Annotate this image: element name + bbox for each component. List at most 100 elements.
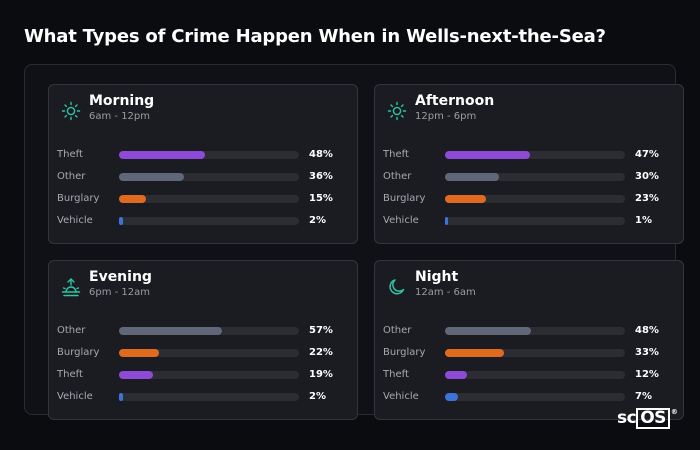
- bar-label: Vehicle: [57, 391, 93, 402]
- moon-icon: [387, 277, 407, 297]
- bar-track: [119, 217, 299, 225]
- bar-fill: [445, 151, 530, 159]
- bar-value-label: 48%: [309, 149, 333, 160]
- bar-value-label: 2%: [309, 391, 326, 402]
- bar-row: Other 57%: [57, 324, 342, 338]
- bar-value-label: 7%: [635, 391, 652, 402]
- bar-fill: [119, 195, 146, 203]
- bar-fill: [119, 151, 206, 159]
- bar-track: [119, 327, 299, 335]
- bar-track: [445, 195, 625, 203]
- logo-registered-mark: ®: [670, 408, 678, 416]
- bar-row: Theft 19%: [57, 368, 342, 382]
- bar-track: [119, 173, 299, 181]
- bar-value-label: 36%: [309, 171, 333, 182]
- bar-label: Theft: [57, 149, 83, 160]
- bar-row: Burglary 15%: [57, 192, 342, 206]
- bar-value-label: 23%: [635, 193, 659, 204]
- bar-label: Vehicle: [383, 215, 419, 226]
- bar-value-label: 48%: [635, 325, 659, 336]
- bar-fill: [445, 195, 487, 203]
- card-night: Night 12am - 6am Other 48% Burglary 33% Thef…: [374, 260, 684, 420]
- bar-row: Other 30%: [383, 170, 668, 184]
- scos-logo: sc OS ®: [617, 408, 678, 429]
- bar-fill: [445, 393, 458, 401]
- bar-value-label: 33%: [635, 347, 659, 358]
- sun-icon: [387, 101, 407, 121]
- bar-fill: [119, 393, 123, 401]
- bar-row: Vehicle 2%: [57, 390, 342, 404]
- logo-text-os: OS: [636, 408, 670, 429]
- bar-row: Theft 47%: [383, 148, 668, 162]
- bar-label: Other: [57, 171, 86, 182]
- card-subtitle: 12am - 6am: [415, 287, 476, 298]
- bar-value-label: 22%: [309, 347, 333, 358]
- bar-track: [445, 151, 625, 159]
- bar-track: [119, 195, 299, 203]
- page-title: What Types of Crime Happen When in Wells…: [24, 26, 606, 47]
- bar-fill: [119, 217, 123, 225]
- bar-label: Burglary: [57, 347, 100, 358]
- card-title: Night: [415, 269, 459, 285]
- bar-row: Other 36%: [57, 170, 342, 184]
- bar-track: [119, 151, 299, 159]
- bar-label: Burglary: [383, 193, 426, 204]
- card-title: Afternoon: [415, 93, 495, 109]
- sunset-icon: [61, 277, 81, 297]
- bar-fill: [445, 327, 532, 335]
- bar-row: Other 48%: [383, 324, 668, 338]
- card-title: Morning: [89, 93, 155, 109]
- bar-fill: [445, 371, 467, 379]
- card-subtitle: 6am - 12pm: [89, 111, 151, 122]
- bar-row: Theft 12%: [383, 368, 668, 382]
- card-morning: Morning 6am - 12pm Theft 48% Other 36% Burgl…: [48, 84, 358, 244]
- card-evening: Evening 6pm - 12am Other 57% Burglary 22% Th…: [48, 260, 358, 420]
- bar-track: [119, 349, 299, 357]
- bar-track: [445, 217, 625, 225]
- bar-fill: [119, 349, 159, 357]
- bar-label: Burglary: [57, 193, 100, 204]
- bar-track: [445, 327, 625, 335]
- bar-track: [445, 349, 625, 357]
- bar-fill: [445, 173, 499, 181]
- bar-track: [119, 393, 299, 401]
- bar-label: Other: [383, 325, 412, 336]
- bar-track: [119, 371, 299, 379]
- card-subtitle: 12pm - 6pm: [415, 111, 477, 122]
- bar-label: Other: [57, 325, 86, 336]
- bar-track: [445, 393, 625, 401]
- bar-value-label: 1%: [635, 215, 652, 226]
- bar-value-label: 47%: [635, 149, 659, 160]
- bar-row: Burglary 23%: [383, 192, 668, 206]
- bar-value-label: 57%: [309, 325, 333, 336]
- bar-value-label: 15%: [309, 193, 333, 204]
- bar-value-label: 19%: [309, 369, 333, 380]
- bar-label: Theft: [383, 369, 409, 380]
- bar-row: Theft 48%: [57, 148, 342, 162]
- logo-text-sc: sc: [617, 408, 637, 428]
- bar-track: [445, 173, 625, 181]
- bar-label: Vehicle: [57, 215, 93, 226]
- bar-value-label: 12%: [635, 369, 659, 380]
- bar-fill: [445, 349, 505, 357]
- bar-label: Theft: [383, 149, 409, 160]
- card-afternoon: Afternoon 12pm - 6pm Theft 47% Other 30% Bur…: [374, 84, 684, 244]
- bar-row: Vehicle 7%: [383, 390, 668, 404]
- bar-row: Burglary 22%: [57, 346, 342, 360]
- bar-label: Vehicle: [383, 391, 419, 402]
- bar-fill: [119, 327, 222, 335]
- bar-row: Vehicle 1%: [383, 214, 668, 228]
- bar-row: Burglary 33%: [383, 346, 668, 360]
- bar-label: Other: [383, 171, 412, 182]
- sun-icon: [61, 101, 81, 121]
- bar-fill: [119, 371, 154, 379]
- bar-fill: [445, 217, 448, 225]
- card-title: Evening: [89, 269, 152, 285]
- bar-label: Burglary: [383, 347, 426, 358]
- bar-label: Theft: [57, 369, 83, 380]
- bar-track: [445, 371, 625, 379]
- card-subtitle: 6pm - 12am: [89, 287, 151, 298]
- bar-value-label: 30%: [635, 171, 659, 182]
- bar-value-label: 2%: [309, 215, 326, 226]
- bar-row: Vehicle 2%: [57, 214, 342, 228]
